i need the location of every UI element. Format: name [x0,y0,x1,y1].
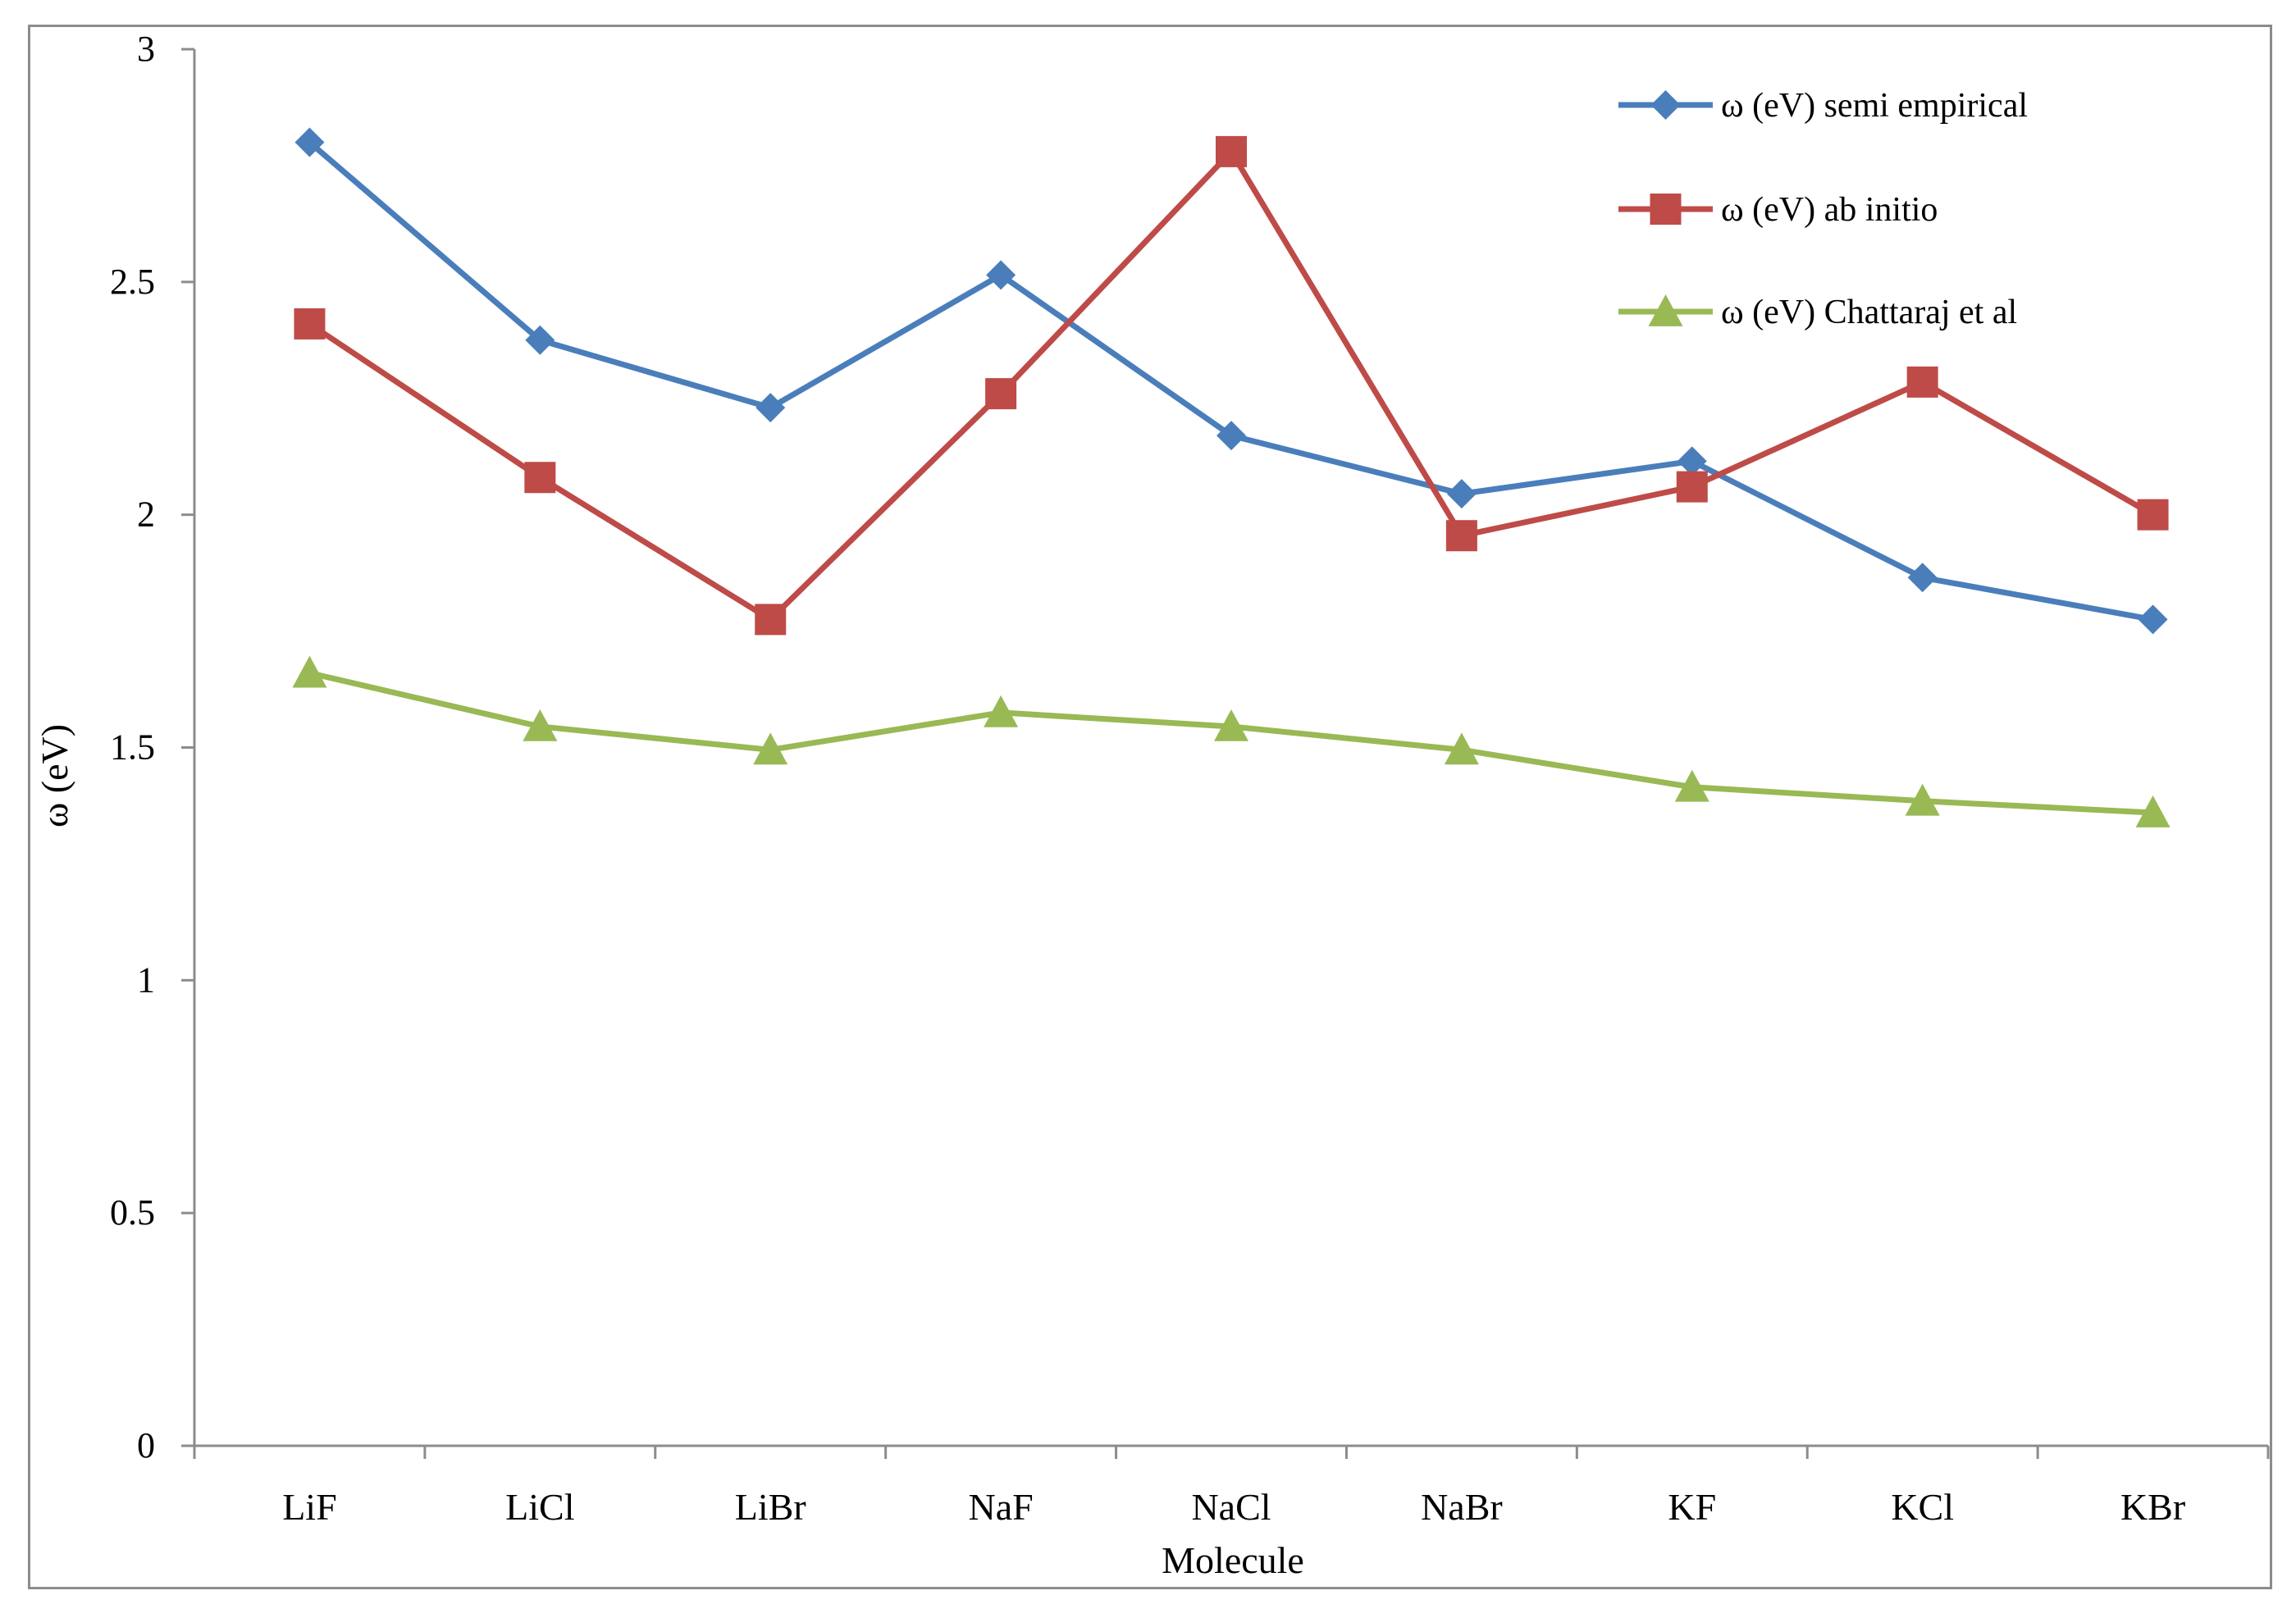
x-axis-title: Molecule [1162,1539,1304,1581]
y-axis-title: ω (eV) [34,724,75,827]
legend-entry-2: ω (eV) ab initio [1618,191,1938,229]
data-point [755,604,787,636]
x-tick-label: NaCl [1191,1486,1271,1528]
legend-label: ω (eV) ab initio [1721,191,1938,229]
legend-label: ω (eV) Chattaraj et al [1721,294,2017,331]
legend-marker [1648,294,1683,326]
series-2 [294,135,2169,636]
data-point [755,393,786,423]
data-point [1905,783,1940,816]
chart-frame [28,25,2272,1589]
series-1 [294,127,2168,635]
x-tick-label: LiBr [735,1486,806,1528]
x-tick-label: KCl [1891,1486,1954,1528]
data-point [1216,421,1246,451]
data-point [753,732,788,765]
data-point [1677,446,1707,476]
data-point [1214,709,1248,741]
x-tick-label: NaBr [1421,1486,1503,1528]
data-point [292,655,327,688]
data-point [1446,479,1477,509]
y-tick-label: 1.5 [110,727,155,768]
series-line [306,670,2157,816]
legend-entry-1: ω (eV) semi empirical [1618,87,2028,125]
data-point [2135,795,2170,827]
data-point [985,378,1017,410]
y-tick-label: 2 [137,495,155,535]
data-point [524,462,556,494]
y-tick-label: 0 [137,1425,155,1465]
data-point [1907,563,1938,593]
axes: 0 0.5 1 1.5 2 2.5 3 LiF LiCl LiBr NaF NaCl NaBr KF KCl… [110,29,2270,1528]
series-group [292,127,2170,827]
data-point [294,127,325,157]
legend-marker [1650,194,1682,225]
legend-entry-3: ω (eV) Chattaraj et al [1618,294,2017,331]
data-point [1444,732,1479,765]
x-tick-label: KBr [2120,1486,2185,1528]
series-3 [292,655,2170,827]
data-point [1906,366,1938,398]
data-point [1445,520,1477,552]
y-tick-label: 3 [137,29,155,69]
x-tick-label: KF [1668,1486,1716,1528]
data-point [2137,499,2169,531]
y-tick-label: 2.5 [110,262,155,302]
data-point [1216,135,1247,167]
legend-label: ω (eV) semi empirical [1721,87,2028,125]
data-point [986,260,1016,290]
legend-marker [1650,90,1681,120]
legend: ω (eV) semi empirical ω (eV) ab initio ω (… [1618,87,2028,331]
x-tick-label: LiF [282,1486,336,1528]
x-tick-label: LiCl [505,1486,574,1528]
data-point [984,695,1019,727]
y-tick-label: 1 [137,959,155,1000]
y-tick-label: 0.5 [110,1192,155,1233]
data-point [294,308,326,340]
data-point [2138,604,2168,635]
data-point [523,709,558,741]
data-point [525,325,555,355]
x-tick-label: NaF [968,1486,1033,1528]
data-point [1676,471,1708,503]
data-point [1674,769,1709,802]
